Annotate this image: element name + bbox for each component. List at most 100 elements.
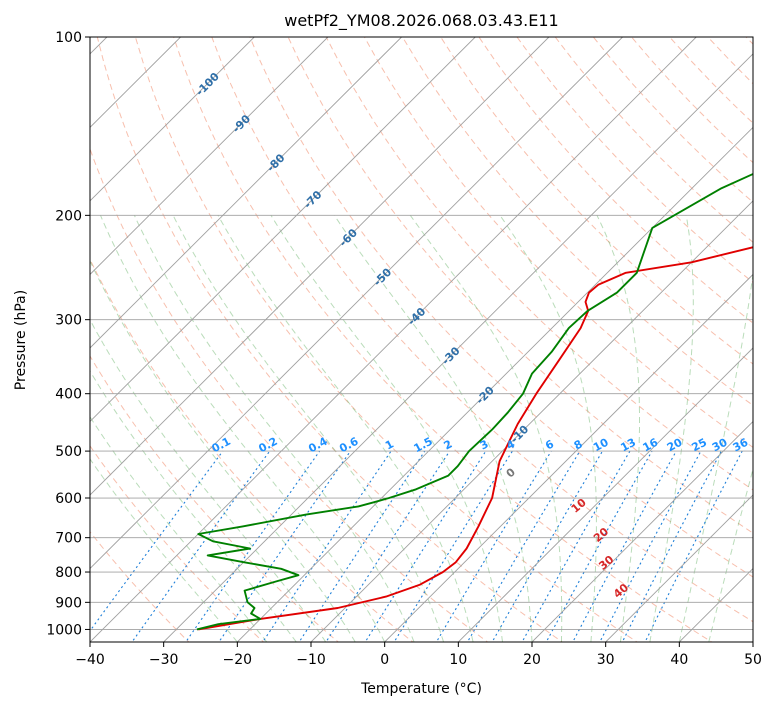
moist-adiabat-line — [708, 467, 753, 642]
y-tick-label: 100 — [55, 30, 82, 46]
moist-adiabat-line — [90, 259, 356, 642]
moist-adiabat-lines — [90, 215, 753, 642]
isotherm-line — [458, 347, 753, 642]
mixing-ratio-label: 0.6 — [337, 435, 361, 456]
mixing-ratio-label: 13 — [618, 436, 638, 455]
moist-adiabat-line — [133, 215, 415, 642]
dry-adiabat-label: -30 — [439, 344, 462, 367]
moist-adiabat-line — [649, 215, 694, 642]
x-tick-label: 10 — [449, 652, 467, 668]
moist-adiabat-line — [678, 270, 753, 642]
x-tick-label: 0 — [380, 652, 389, 668]
x-tick-label: 20 — [523, 652, 541, 668]
mixing-ratio-label: 0.2 — [256, 435, 279, 456]
isotherm-line — [90, 37, 550, 496]
line-labels: 0.1 0.2 0.4 0.6 1 1.5 2 3 4 6 8 10 13 16 20 25 30 36-100-… — [193, 70, 750, 601]
moist-adiabat-line — [90, 370, 297, 642]
x-axis-label: Temperature (°C) — [360, 681, 482, 697]
isotherm-line — [605, 494, 753, 642]
dry-adiabat-line — [134, 37, 638, 642]
mixing-ratio-label: 10 — [591, 435, 611, 454]
isotherm-line — [90, 37, 623, 570]
y-tick-label: 1000 — [46, 622, 82, 638]
x-tick-label: −10 — [296, 652, 326, 668]
moist-adiabat-label: 30 — [596, 553, 616, 573]
dry-adiabat-line — [325, 37, 753, 491]
moist-adiabat-line — [409, 215, 563, 642]
mixing-ratio-label: 6 — [543, 437, 556, 452]
dry-adiabat-line — [402, 37, 753, 406]
dry-adiabat-line — [478, 37, 753, 324]
mixing-ratio-line — [599, 450, 702, 642]
y-tick-label: 800 — [55, 565, 82, 581]
isotherm-line — [752, 641, 753, 642]
moist-adiabat-line — [172, 215, 445, 642]
moist-adiabat-line — [333, 215, 533, 642]
mixing-ratio-line — [218, 450, 351, 642]
dry-adiabat-label: -50 — [371, 265, 394, 288]
dry-adiabat-label: -20 — [474, 383, 497, 406]
dry-adiabat-line — [363, 37, 753, 448]
mixing-ratio-line — [325, 450, 451, 642]
x-tick-label: −40 — [75, 652, 105, 668]
isotherm-line — [531, 420, 753, 642]
dry-adiabat-line — [440, 37, 753, 365]
isotherm-line — [384, 273, 753, 642]
x-tick-label: −20 — [223, 652, 253, 668]
dry-adiabat-label: -60 — [337, 226, 360, 249]
mixing-ratio-label: 30 — [710, 436, 730, 455]
x-tick-label: 30 — [597, 652, 615, 668]
moist-adiabat-line — [217, 215, 474, 642]
y-tick-label: 300 — [55, 313, 82, 329]
dry-adiabat-line — [745, 37, 753, 45]
moist-adiabat-line — [90, 415, 268, 642]
dry-adiabat-line — [211, 37, 753, 623]
pressure-grid-lines — [90, 37, 753, 630]
plot-frame — [89, 36, 754, 643]
mixing-ratio-label: 2 — [442, 437, 455, 452]
y-tick-label: 500 — [55, 444, 82, 460]
dry-adiabat-label: -100 — [193, 70, 222, 99]
isotherm-line — [90, 37, 255, 202]
dry-adiabat-line — [707, 37, 753, 85]
x-tick-label: −30 — [149, 652, 179, 668]
mixing-ratio-line — [185, 450, 321, 642]
isotherm-lines — [90, 37, 753, 642]
mixing-ratio-label: 0.1 — [210, 435, 233, 456]
y-tick-label: 400 — [55, 387, 82, 403]
temperature-profile-line — [198, 246, 753, 631]
moist-adiabat-label: 0 — [504, 465, 518, 480]
mixing-ratio-label: 1.5 — [412, 435, 435, 456]
moist-adiabat-line — [90, 318, 327, 642]
dry-adiabat-line — [287, 37, 753, 534]
isotherm-line — [90, 37, 402, 349]
mixing-ratio-line — [466, 450, 581, 642]
chart-title: wetPf2_YM08.2026.068.03.43.E11 — [284, 11, 558, 31]
mixing-ratio-label: 16 — [641, 436, 661, 455]
y-axis-ticks: 100 200 300 400 500 600 700 800 900 1000 — [46, 30, 90, 638]
dry-adiabat-label: -70 — [301, 188, 324, 211]
isotherm-line — [237, 126, 753, 642]
y-axis-label: Pressure (hPa) — [13, 290, 29, 390]
y-tick-label: 600 — [55, 491, 82, 507]
mixing-ratio-line — [621, 450, 722, 642]
isotherm-line — [310, 200, 753, 642]
dry-adiabat-line — [249, 37, 753, 578]
mixing-ratio-line — [572, 450, 677, 642]
moist-adiabat-label: 10 — [569, 496, 589, 516]
dewpoint-profile-line — [196, 172, 753, 631]
series-lines — [196, 172, 753, 631]
moist-adiabat-label: 20 — [591, 525, 611, 545]
mixing-ratio-label: 20 — [665, 435, 685, 454]
x-tick-label: 50 — [744, 652, 762, 668]
mixing-ratio-label: 0.4 — [306, 435, 330, 456]
mixing-ratio-line — [521, 450, 631, 642]
mixing-ratio-line — [435, 450, 552, 642]
mixing-ratio-line — [644, 450, 743, 642]
mixing-ratio-line — [545, 450, 653, 642]
mixing-ratio-label: 36 — [731, 436, 751, 455]
dry-adiabat-line — [516, 37, 753, 284]
isotherm-line — [163, 53, 753, 642]
mixing-ratio-line — [131, 450, 271, 642]
